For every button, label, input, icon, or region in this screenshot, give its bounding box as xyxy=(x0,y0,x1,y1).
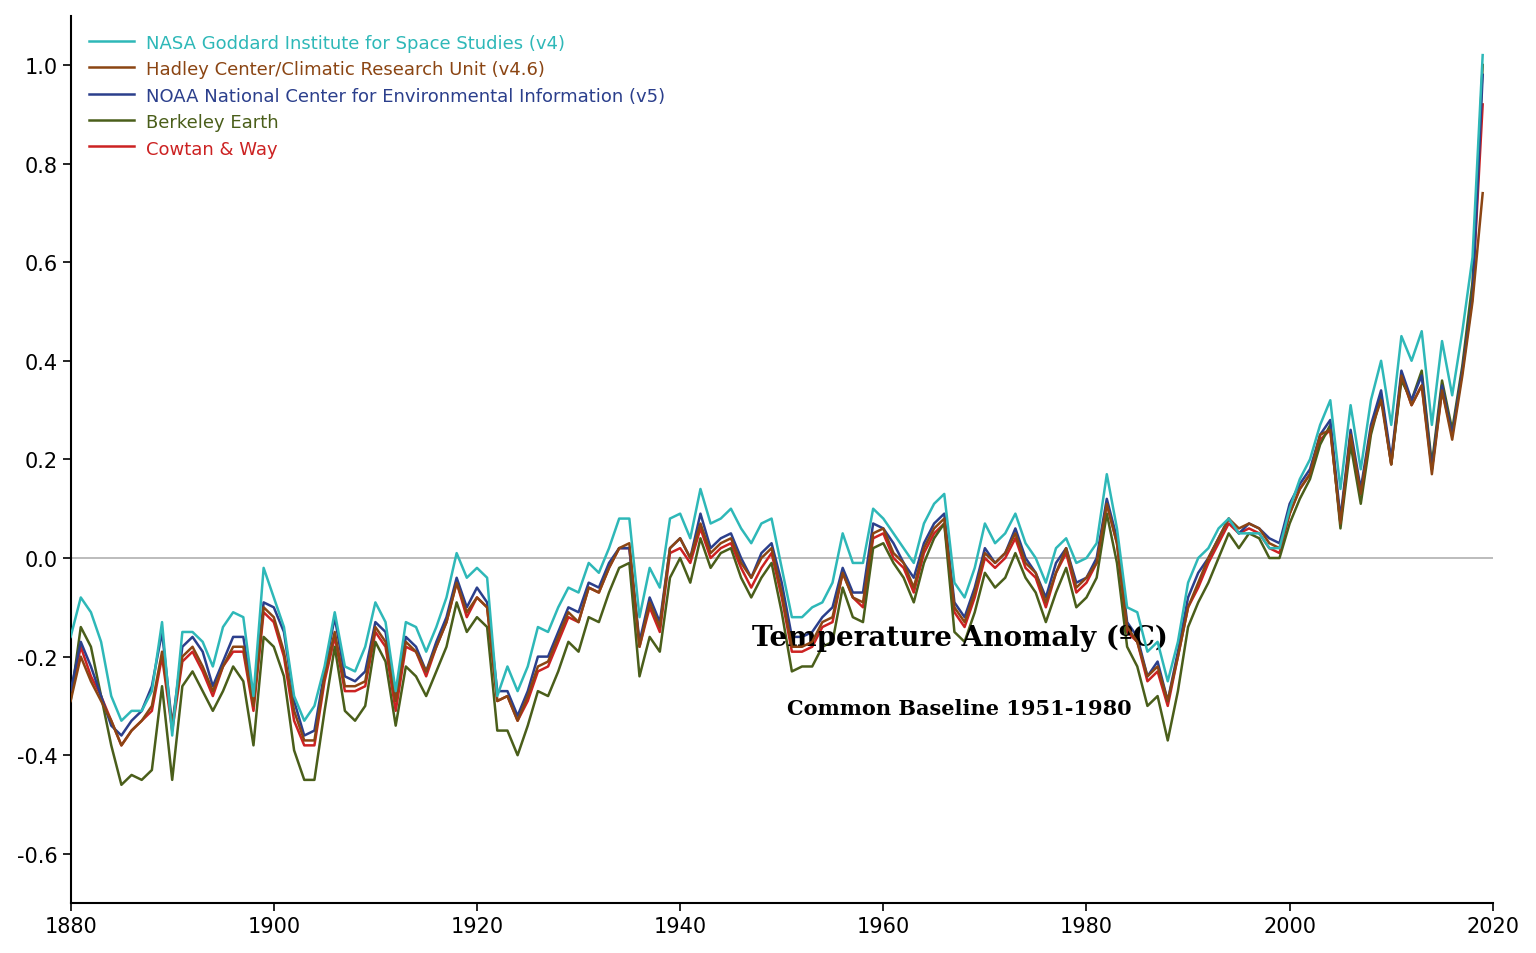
Berkeley Earth xyxy=(112,780,131,791)
Hadley Center/Climatic Research Unit (v4.6) xyxy=(61,696,80,707)
Hadley Center/Climatic Research Unit (v4.6) xyxy=(1464,296,1482,308)
Cowtan & Way xyxy=(214,661,232,673)
NASA Goddard Institute for Space Studies (v4) xyxy=(1473,51,1491,62)
Berkeley Earth xyxy=(773,607,791,618)
Berkeley Earth xyxy=(123,769,141,781)
Line: Hadley Center/Climatic Research Unit (v4.6): Hadley Center/Climatic Research Unit (v4… xyxy=(71,194,1482,745)
Berkeley Earth xyxy=(1473,60,1491,71)
Hadley Center/Climatic Research Unit (v4.6) xyxy=(1473,189,1491,200)
Line: Cowtan & Way: Cowtan & Way xyxy=(71,105,1482,745)
Text: Temperature Anomaly (ºC): Temperature Anomaly (ºC) xyxy=(751,623,1167,651)
NASA Goddard Institute for Space Studies (v4) xyxy=(61,632,80,643)
Berkeley Earth xyxy=(326,641,344,653)
Cowtan & Way xyxy=(326,632,344,643)
NASA Goddard Institute for Space Studies (v4) xyxy=(112,716,131,727)
NASA Goddard Institute for Space Studies (v4) xyxy=(163,730,181,741)
Line: NOAA National Center for Environmental Information (v5): NOAA National Center for Environmental I… xyxy=(71,75,1482,736)
Hadley Center/Climatic Research Unit (v4.6) xyxy=(112,740,131,751)
NOAA National Center for Environmental Information (v5) xyxy=(1473,70,1491,81)
NOAA National Center for Environmental Information (v5) xyxy=(112,730,131,741)
Line: Berkeley Earth: Berkeley Earth xyxy=(71,66,1482,785)
Berkeley Earth xyxy=(214,686,232,698)
Cowtan & Way xyxy=(773,592,791,603)
Berkeley Earth xyxy=(152,680,170,692)
Cowtan & Way xyxy=(1464,287,1482,298)
Berkeley Earth xyxy=(1464,277,1482,289)
NOAA National Center for Environmental Information (v5) xyxy=(773,578,791,589)
NASA Goddard Institute for Space Studies (v4) xyxy=(143,686,161,698)
Line: NASA Goddard Institute for Space Studies (v4): NASA Goddard Institute for Space Studies… xyxy=(71,56,1482,736)
NASA Goddard Institute for Space Studies (v4) xyxy=(773,562,791,574)
NOAA National Center for Environmental Information (v5) xyxy=(61,686,80,698)
Cowtan & Way xyxy=(112,740,131,751)
Cowtan & Way xyxy=(123,725,141,737)
NASA Goddard Institute for Space Studies (v4) xyxy=(326,607,344,618)
Legend: NASA Goddard Institute for Space Studies (v4), Hadley Center/Climatic Research U: NASA Goddard Institute for Space Studies… xyxy=(80,26,674,168)
Hadley Center/Climatic Research Unit (v4.6) xyxy=(123,725,141,737)
NOAA National Center for Environmental Information (v5) xyxy=(1464,292,1482,303)
NOAA National Center for Environmental Information (v5) xyxy=(123,716,141,727)
Cowtan & Way xyxy=(61,691,80,702)
Berkeley Earth xyxy=(61,696,80,707)
Cowtan & Way xyxy=(1473,99,1491,111)
Hadley Center/Climatic Research Unit (v4.6) xyxy=(773,587,791,598)
Hadley Center/Climatic Research Unit (v4.6) xyxy=(326,626,344,638)
NASA Goddard Institute for Space Studies (v4) xyxy=(1464,253,1482,264)
NOAA National Center for Environmental Information (v5) xyxy=(326,612,344,623)
Cowtan & Way xyxy=(152,651,170,662)
Hadley Center/Climatic Research Unit (v4.6) xyxy=(152,646,170,658)
Hadley Center/Climatic Research Unit (v4.6) xyxy=(214,661,232,673)
Text: Common Baseline 1951-1980: Common Baseline 1951-1980 xyxy=(786,699,1132,719)
NASA Goddard Institute for Space Studies (v4) xyxy=(214,621,232,633)
NOAA National Center for Environmental Information (v5) xyxy=(214,656,232,667)
NOAA National Center for Environmental Information (v5) xyxy=(152,626,170,638)
